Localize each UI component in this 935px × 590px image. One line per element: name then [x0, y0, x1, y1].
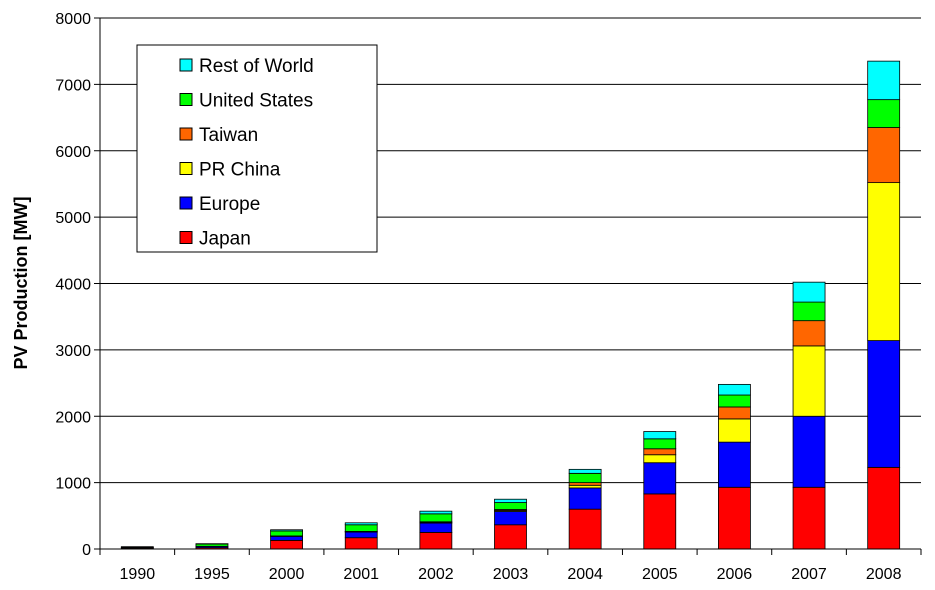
bar-segment-rest-of-world — [867, 60, 901, 101]
bar-segment-japan — [568, 508, 602, 550]
y-axis-label: PV Production [MW] — [11, 197, 31, 370]
bar-segment-rest-of-world — [718, 383, 751, 396]
bar-segment-united-states — [344, 524, 378, 532]
bar-segment-japan — [344, 537, 378, 550]
bar-segment-united-states — [718, 394, 751, 408]
bar-segment-united-states — [494, 502, 527, 510]
x-tick-label: 2004 — [567, 566, 603, 583]
bar-segment-united-states — [419, 513, 453, 523]
bar-segment-rest-of-world — [494, 498, 527, 503]
bar-segment-united-states — [643, 438, 677, 450]
x-tick-label: 1995 — [194, 566, 230, 583]
bar-segment-europe — [419, 522, 453, 533]
bar-segment-europe — [344, 531, 378, 539]
y-tick-label: 1000 — [55, 476, 91, 493]
x-tick-label: 2006 — [717, 566, 753, 583]
y-ticks: 0 1000 2000 3000 4000 5000 6000 7000 8000 — [55, 11, 100, 559]
bar-segment-united-states — [792, 301, 826, 322]
y-tick-label: 0 — [82, 542, 91, 559]
bars — [120, 60, 901, 550]
bar-segment-rest-of-world — [344, 522, 378, 526]
bar-segment-europe — [792, 415, 826, 488]
x-tick-label: 1990 — [120, 566, 156, 583]
y-tick-label: 8000 — [55, 11, 91, 28]
y-tick-label: 3000 — [55, 343, 91, 360]
x-tick-label: 2001 — [343, 566, 379, 583]
bar-segment-japan — [643, 493, 677, 550]
bar-segment-rest-of-world — [643, 431, 677, 440]
legend-label: United States — [199, 91, 313, 112]
x-ticks: 1990 1995 2000 2001 2002 2003 2004 2005 2006 2007… — [99, 549, 922, 583]
y-tick-label: 2000 — [55, 409, 91, 426]
bar-segment-europe — [568, 487, 602, 510]
bar-segment-rest-of-world — [568, 468, 602, 474]
legend-label: PR China — [199, 160, 281, 181]
legend-label: Europe — [199, 194, 260, 215]
bar-segment-pr-china — [718, 418, 751, 443]
x-tick-label: 2008 — [866, 566, 902, 583]
bar-segment-united-states — [867, 99, 901, 128]
legend-label: Taiwan — [199, 125, 258, 146]
x-tick-label: 2003 — [493, 566, 529, 583]
bar-segment-rest-of-world — [792, 281, 826, 303]
bar-segment-europe — [643, 462, 677, 495]
bar-segment-taiwan — [718, 406, 751, 420]
bar-segment-taiwan — [643, 448, 677, 456]
bar-segment-united-states — [120, 546, 154, 548]
bar-segment-taiwan — [792, 320, 826, 347]
y-tick-label: 7000 — [55, 77, 91, 94]
bar-segment-europe — [494, 511, 527, 526]
legend: Rest of World United States Taiwan PR China… — [136, 44, 378, 253]
legend-swatch — [179, 231, 193, 244]
bar-segment-europe — [867, 340, 901, 468]
legend-box — [136, 44, 378, 253]
bar-segment-united-states — [270, 530, 303, 537]
bar-segment-japan — [718, 486, 751, 550]
bar-segment-europe — [270, 535, 303, 541]
bar-segment-japan — [270, 539, 303, 550]
bar-segment-rest-of-world — [419, 510, 453, 515]
x-tick-label: 2007 — [791, 566, 827, 583]
x-tick-label: 2002 — [418, 566, 454, 583]
legend-swatch — [179, 127, 193, 141]
bar-segment-pr-china — [867, 182, 901, 341]
bar-segment-japan — [419, 532, 453, 550]
x-tick-label: 2000 — [269, 566, 305, 583]
bar-segment-rest-of-world — [270, 529, 303, 532]
bar-segment-pr-china — [792, 345, 826, 417]
y-tick-label: 5000 — [55, 210, 91, 227]
legend-label: Japan — [199, 229, 251, 250]
bar-segment-japan — [792, 486, 826, 550]
bar-segment-japan — [867, 466, 901, 550]
legend-swatch — [179, 162, 193, 175]
bar-segment-europe — [718, 441, 751, 488]
bar-segment-taiwan — [867, 127, 901, 184]
legend-swatch — [179, 196, 193, 210]
legend-swatch — [179, 93, 193, 106]
y-tick-label: 6000 — [55, 144, 91, 161]
bar-segment-united-states — [568, 472, 602, 484]
y-tick-label: 4000 — [55, 277, 91, 294]
legend-label: Rest of World — [199, 56, 314, 77]
bar-segment-pr-china — [643, 454, 677, 464]
legend-swatch — [179, 58, 193, 72]
x-tick-label: 2005 — [642, 566, 678, 583]
bar-segment-japan — [494, 524, 527, 550]
